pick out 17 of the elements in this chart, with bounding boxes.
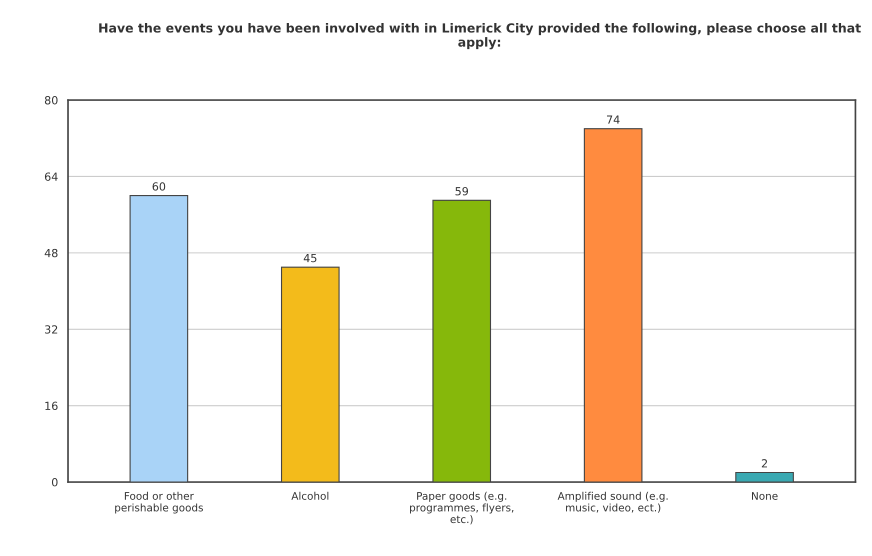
x-tick-label: Alcohol [291, 492, 328, 500]
x-tick-label: Food or other perishable goods [115, 492, 203, 514]
data-label: 45 [304, 254, 316, 262]
data-label: 59 [456, 187, 468, 196]
y-tick-label: 16 [45, 402, 58, 410]
y-tick-label: 80 [44, 96, 58, 104]
data-label: 2 [762, 459, 767, 468]
x-tick-label: None [752, 492, 778, 500]
y-tick-label: 0 [52, 478, 58, 486]
chart-title: Have the events you have been involved with in Limerick City provided the following, please choose all that apply: [99, 22, 861, 50]
y-tick-label: 48 [44, 248, 58, 258]
data-label: 74 [606, 116, 620, 124]
x-tick-label: Paper goods (e.g. programmes, flyers, etc.) [410, 492, 514, 524]
y-tick-label: 64 [44, 172, 58, 181]
y-tick-label: 32 [45, 325, 58, 334]
x-tick-label: Amplified sound (e.g. music, video, ect.) [558, 492, 668, 513]
data-label: 60 [152, 182, 166, 191]
